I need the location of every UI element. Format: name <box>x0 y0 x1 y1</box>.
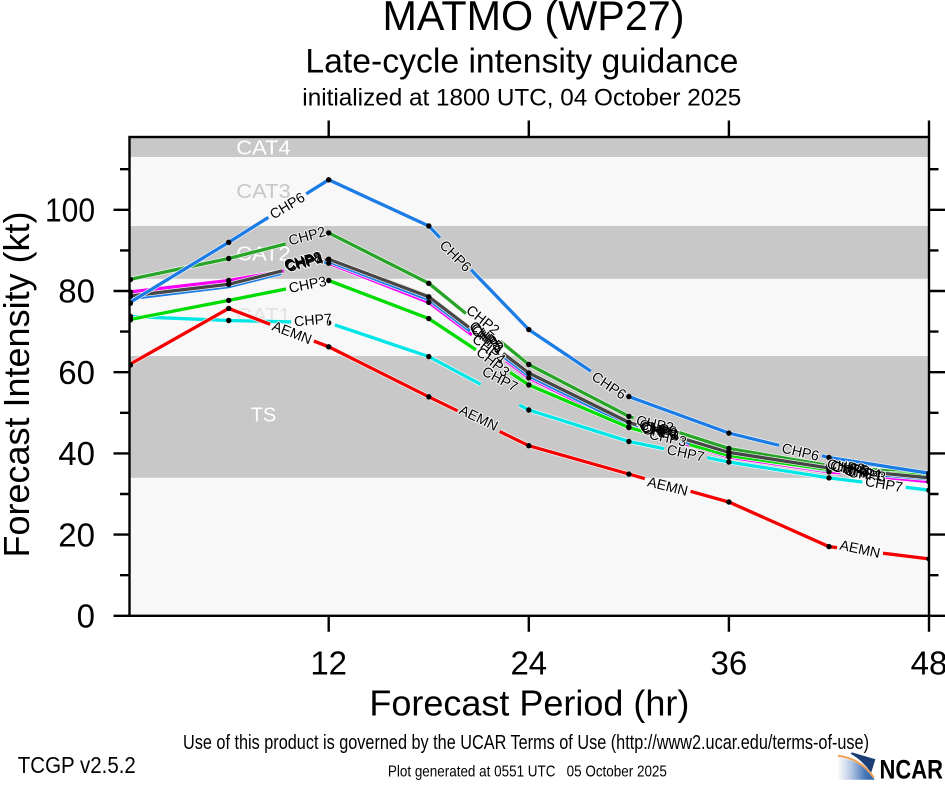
svg-text:CHP7: CHP7 <box>294 311 333 330</box>
svg-text:CAT3: CAT3 <box>236 181 291 203</box>
svg-text:TCGP v2.5.2: TCGP v2.5.2 <box>18 752 136 778</box>
svg-text:CHP7: CHP7 <box>665 442 705 466</box>
svg-text:80: 80 <box>58 273 95 310</box>
svg-text:CHP3: CHP3 <box>847 465 887 486</box>
svg-text:CHP4: CHP4 <box>842 462 882 483</box>
svg-text:CHP5: CHP5 <box>829 458 869 479</box>
svg-text:CHP7: CHP7 <box>864 474 904 496</box>
svg-text:CHP3: CHP3 <box>288 274 328 297</box>
svg-text:24: 24 <box>510 645 547 682</box>
svg-text:Forecast Intensity (kt): Forecast Intensity (kt) <box>0 211 37 557</box>
svg-text:Late-cycle intensity guidance: Late-cycle intensity guidance <box>305 42 738 80</box>
svg-text:CHP4: CHP4 <box>842 462 882 483</box>
svg-text:CAT4: CAT4 <box>236 137 291 159</box>
svg-text:CHP1: CHP1 <box>844 463 884 484</box>
svg-text:CHP2: CHP2 <box>826 457 866 478</box>
svg-text:CHP8: CHP8 <box>831 459 871 480</box>
svg-text:CHP8: CHP8 <box>639 419 679 443</box>
svg-text:TS: TS <box>251 405 277 427</box>
svg-text:CHP5: CHP5 <box>638 417 678 441</box>
svg-text:40: 40 <box>58 435 95 472</box>
svg-text:CHP4: CHP4 <box>641 422 681 446</box>
svg-text:initialized at 1800 UTC, 04 Oc: initialized at 1800 UTC, 04 October 2025 <box>302 84 741 111</box>
svg-text:CHP3: CHP3 <box>648 427 688 451</box>
svg-text:CHP8: CHP8 <box>831 459 871 480</box>
svg-text:CHP3: CHP3 <box>847 465 887 486</box>
svg-text:CHP7: CHP7 <box>864 474 904 496</box>
svg-text:0: 0 <box>77 598 95 635</box>
svg-text:60: 60 <box>58 354 95 391</box>
svg-text:MATMO (WP27): MATMO (WP27) <box>383 0 685 39</box>
svg-text:Plot generated at 0551 UTC 0: Plot generated at 0551 UTC 05 October 20… <box>388 764 667 781</box>
svg-text:48: 48 <box>911 645 945 682</box>
svg-text:NCAR: NCAR <box>880 754 944 780</box>
svg-text:CHP2: CHP2 <box>826 457 866 478</box>
svg-text:20: 20 <box>58 516 95 553</box>
svg-text:12: 12 <box>310 645 347 682</box>
svg-text:100: 100 <box>45 192 95 229</box>
svg-text:CHP1: CHP1 <box>640 420 680 444</box>
svg-text:Use of this product is governe: Use of this product is governed by the U… <box>183 731 869 754</box>
svg-text:CHP1: CHP1 <box>844 463 884 484</box>
svg-text:Forecast Period (hr): Forecast Period (hr) <box>369 683 689 724</box>
svg-text:CHP2: CHP2 <box>635 413 675 437</box>
svg-text:36: 36 <box>711 645 748 682</box>
svg-text:CHP5: CHP5 <box>829 458 869 479</box>
svg-text:CAT2: CAT2 <box>236 243 291 265</box>
svg-text:CHP7: CHP7 <box>294 311 333 330</box>
